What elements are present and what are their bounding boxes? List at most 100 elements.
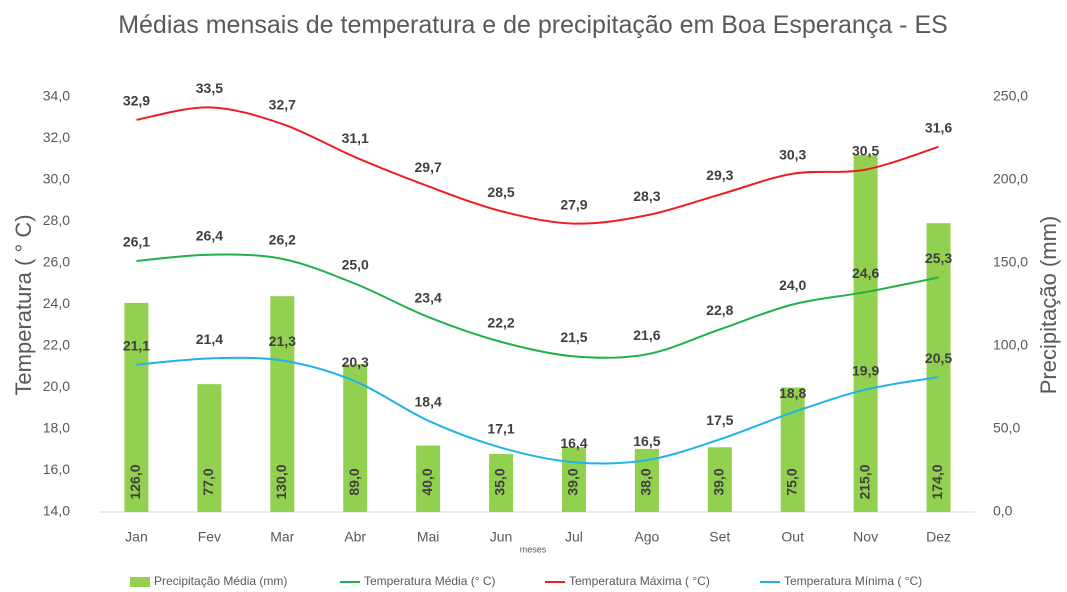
data-label: 39,0 [710,468,726,495]
bar [561,447,586,512]
x-tick-label: Ago [634,529,659,545]
line [136,253,939,359]
data-label: 215,0 [856,464,872,499]
y-tick-label: 20,0 [43,378,70,394]
bar [489,453,514,512]
data-label: 29,7 [415,159,442,175]
data-label: 29,3 [706,167,733,183]
data-label: 16,4 [560,435,587,451]
y-tick-label: 22,0 [43,337,70,353]
x-tick-label: Abr [344,529,366,545]
y-tick-label: 14,0 [43,503,70,519]
data-label: 25,0 [342,256,369,272]
y-tick-label: 28,0 [43,212,70,228]
data-label: 30,5 [852,142,879,158]
data-label: 31,1 [342,130,369,146]
x-axis-label: meses [520,544,547,554]
data-label: 28,5 [487,184,514,200]
data-label: 19,9 [852,362,879,378]
data-label: 31,6 [925,120,952,136]
data-label: 174,0 [929,464,945,499]
x-tick-label: Dez [926,529,951,545]
bar [926,223,951,512]
data-label: 35,0 [492,468,508,495]
y-tick-label: 34,0 [43,88,70,104]
data-label: 26,2 [269,232,296,248]
data-label: 130,0 [273,464,289,499]
x-tick-label: Mai [417,529,440,545]
y2-tick-label: 150,0 [993,254,1028,270]
data-label: 33,5 [196,80,223,96]
legend-swatch [130,577,150,587]
legend-label: Temperatura Média (° C) [364,574,496,588]
data-label: 16,5 [633,433,660,449]
data-label: 17,5 [706,412,733,428]
y2-tick-label: 0,0 [993,503,1013,519]
data-label: 17,1 [487,420,514,436]
data-label: 89,0 [346,468,362,495]
data-label: 21,4 [196,331,223,347]
y2-axis-label: Precipitação (mm) [1036,216,1061,394]
y2-tick-label: 250,0 [993,88,1028,104]
x-tick-label: Out [781,529,804,545]
data-label: 20,5 [925,350,952,366]
data-label: 40,0 [419,468,435,495]
legend-label: Precipitação Média (mm) [154,574,287,588]
data-label: 126,0 [127,464,143,499]
data-label: 21,3 [269,333,296,349]
data-label: 26,4 [196,227,223,243]
legend-label: Temperatura Mínima ( °C) [784,574,922,588]
y2-tick-label: 50,0 [993,420,1020,436]
data-label: 21,1 [123,337,150,353]
bar [853,155,878,512]
y2-tick-label: 200,0 [993,171,1028,187]
y-tick-label: 24,0 [43,295,70,311]
data-label: 27,9 [560,196,587,212]
bar [416,445,441,512]
x-tick-label: Set [709,529,730,545]
data-label: 75,0 [783,468,799,495]
x-tick-label: Fev [198,529,221,545]
data-label: 28,3 [633,188,660,204]
data-label: 21,5 [560,329,587,345]
data-label: 18,4 [415,393,442,409]
y-tick-label: 30,0 [43,171,70,187]
data-label: 38,0 [638,468,654,495]
data-label: 23,4 [415,290,442,306]
x-tick-label: Mar [270,529,294,545]
y-tick-label: 32,0 [43,129,70,145]
y-tick-label: 18,0 [43,420,70,436]
x-tick-label: Jul [565,529,583,545]
bar [707,447,732,512]
bar [343,364,368,512]
data-label: 21,6 [633,327,660,343]
y2-tick-label: 100,0 [993,337,1028,353]
line [136,356,939,465]
x-tick-label: Jun [490,529,513,545]
bar [270,296,295,512]
line [136,106,939,225]
data-label: 18,8 [779,385,806,401]
data-label: 77,0 [200,468,216,495]
data-label: 20,3 [342,354,369,370]
x-tick-label: Nov [853,529,878,545]
bar [197,384,222,512]
data-label: 26,1 [123,234,150,250]
bar [124,302,149,512]
data-label: 24,0 [779,277,806,293]
bar [780,387,805,512]
y-tick-label: 16,0 [43,461,70,477]
data-label: 30,3 [779,146,806,162]
data-label: 22,2 [487,315,514,331]
y-axis-label: Temperatura ( ° C) [11,214,36,395]
y-tick-label: 26,0 [43,254,70,270]
chart-title: Médias mensais de temperatura e de preci… [118,11,948,39]
data-label: 32,9 [123,93,150,109]
data-label: 32,7 [269,97,296,113]
data-label: 39,0 [565,468,581,495]
data-label: 25,3 [925,250,952,266]
legend-label: Temperatura Máxima ( °C) [569,574,710,588]
x-tick-label: Jan [125,529,148,545]
